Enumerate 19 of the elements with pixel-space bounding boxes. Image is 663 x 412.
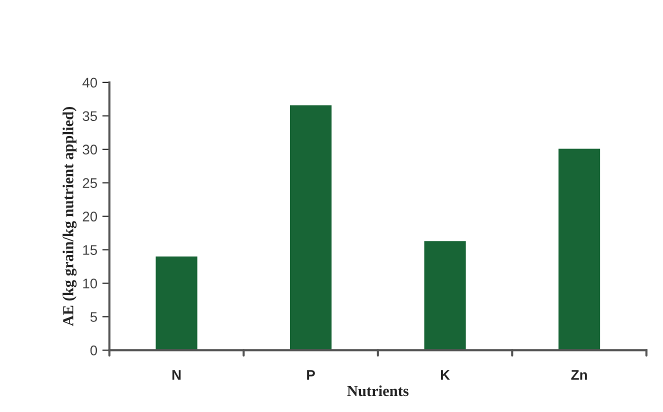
bar	[288, 104, 333, 350]
y-tick-label: 35	[82, 111, 98, 122]
x-tick-label: N	[172, 370, 181, 380]
y-axis-title: AE (kg grain/kg nutrient applied)	[62, 107, 77, 326]
x-tick-label: P	[307, 370, 315, 380]
bar	[557, 147, 602, 350]
y-tick-label: 10	[83, 278, 98, 288]
x-tick-label: K	[440, 370, 450, 380]
y-tick-label: 25	[82, 178, 98, 188]
bar	[154, 255, 199, 350]
y-tick-label: 15	[83, 245, 98, 255]
x-axis-title: Nutrients	[347, 385, 409, 396]
bar	[422, 240, 468, 350]
y-tick-label: 30	[82, 144, 98, 155]
y-tick-label: 0	[90, 346, 98, 356]
x-tick-label: Zn	[571, 370, 587, 380]
y-tick-label: 5	[90, 312, 98, 322]
y-tick-label: 20	[82, 212, 98, 222]
y-tick-label: 40	[82, 78, 98, 88]
